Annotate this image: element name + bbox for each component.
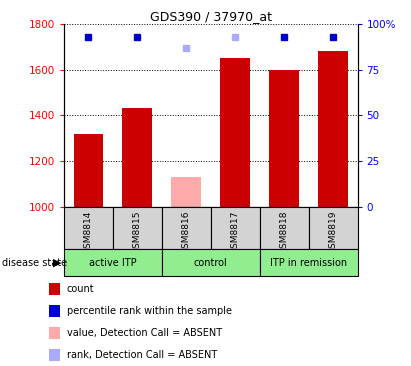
Bar — [49, 283, 60, 295]
Bar — [64, 249, 162, 276]
Bar — [171, 177, 201, 207]
Text: ITP in remission: ITP in remission — [270, 258, 347, 268]
Bar — [74, 134, 103, 207]
Bar — [260, 207, 309, 249]
Text: ▶: ▶ — [53, 258, 61, 268]
Text: GSM8817: GSM8817 — [231, 210, 240, 254]
Bar — [113, 207, 162, 249]
Text: GSM8819: GSM8819 — [328, 210, 337, 254]
Text: GSM8816: GSM8816 — [182, 210, 191, 254]
Bar — [210, 207, 260, 249]
Bar — [220, 58, 250, 207]
Text: count: count — [67, 284, 95, 294]
Text: GSM8815: GSM8815 — [133, 210, 142, 254]
Bar — [64, 207, 113, 249]
Text: active ITP: active ITP — [89, 258, 136, 268]
Bar — [162, 207, 211, 249]
Text: rank, Detection Call = ABSENT: rank, Detection Call = ABSENT — [67, 350, 217, 360]
Text: disease state: disease state — [2, 258, 67, 268]
Bar — [49, 349, 60, 361]
Bar — [220, 58, 250, 207]
Bar — [309, 207, 358, 249]
Text: GSM8818: GSM8818 — [279, 210, 289, 254]
Bar — [122, 108, 152, 207]
Bar — [49, 305, 60, 317]
Text: control: control — [194, 258, 228, 268]
Title: GDS390 / 37970_at: GDS390 / 37970_at — [150, 10, 272, 23]
Text: value, Detection Call = ABSENT: value, Detection Call = ABSENT — [67, 328, 222, 338]
Bar — [270, 70, 299, 207]
Bar — [49, 327, 60, 339]
Bar — [162, 249, 260, 276]
Bar — [319, 51, 348, 207]
Text: GSM8814: GSM8814 — [84, 210, 93, 254]
Text: percentile rank within the sample: percentile rank within the sample — [67, 306, 232, 316]
Bar — [260, 249, 358, 276]
